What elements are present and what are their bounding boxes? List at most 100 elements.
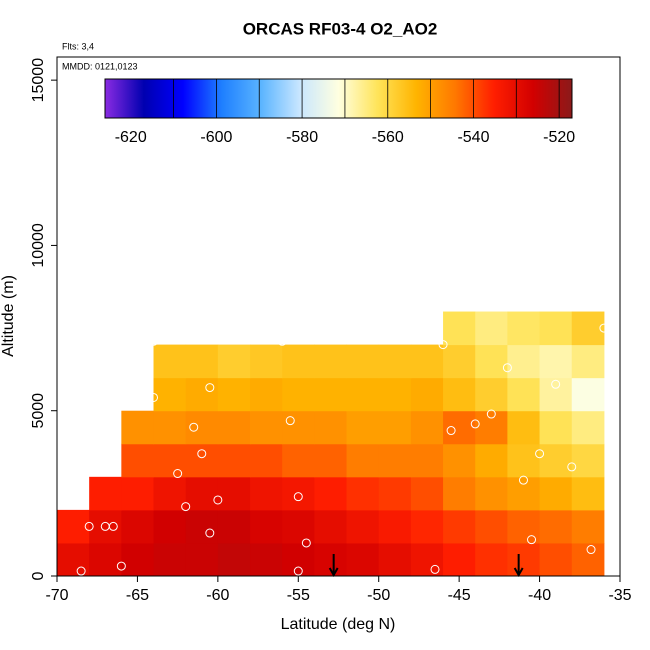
heatmap-cell	[539, 410, 573, 445]
sample-point	[116, 561, 126, 571]
heatmap-cell	[217, 377, 251, 412]
colorbar-tick-label: -600	[200, 129, 232, 146]
heatmap-cell	[314, 410, 348, 445]
heatmap-cell	[571, 476, 605, 511]
heatmap-cell	[346, 344, 380, 379]
x-axis-label: Latitude (deg N)	[281, 616, 396, 633]
heatmap-cell	[539, 542, 573, 577]
sample-point	[173, 469, 183, 479]
heatmap-cell	[250, 344, 283, 379]
heatmap-cell	[185, 443, 219, 478]
heatmap-cell	[571, 410, 605, 445]
heatmap-cell	[539, 443, 573, 478]
x-tick-label: -55	[287, 587, 310, 604]
y-tick-label: 10000	[30, 223, 47, 268]
heatmap-cell	[475, 410, 508, 445]
heatmap-cell	[217, 542, 251, 577]
heatmap-cell	[121, 410, 155, 445]
heatmap-cell	[378, 443, 412, 478]
heatmap-cell	[153, 542, 187, 577]
sample-point	[277, 336, 287, 346]
sample-point	[486, 409, 496, 419]
heatmap-cell	[443, 344, 476, 379]
heatmap-cell	[475, 311, 508, 346]
heatmap-cell	[443, 476, 476, 511]
heatmap-cell	[507, 509, 541, 544]
heatmap-cell	[475, 443, 508, 478]
heatmap-cell	[507, 377, 541, 412]
sample-point	[189, 422, 199, 432]
heatmap-cell	[217, 443, 251, 478]
heatmap-cell	[282, 542, 315, 577]
heatmap-cell	[250, 542, 283, 577]
x-tick-label: -50	[367, 587, 390, 604]
heatmap-cell	[378, 410, 412, 445]
sample-point	[446, 426, 456, 436]
heatmap-cell	[57, 542, 90, 577]
heatmap-cell	[346, 509, 380, 544]
heatmap-cell	[571, 443, 605, 478]
x-tick-label: -35	[608, 587, 631, 604]
heatmap-cell	[282, 410, 315, 445]
plot-frame	[56, 56, 621, 577]
y-tick-label: 15000	[30, 58, 47, 103]
heatmap-cell	[282, 377, 315, 412]
heatmap-cell	[89, 476, 122, 511]
heatmap-cell	[475, 377, 508, 412]
heatmap-cell	[378, 476, 412, 511]
heatmap-cell	[410, 410, 444, 445]
sample-point	[567, 462, 577, 472]
sample-point	[205, 383, 215, 393]
heatmap-cell	[153, 377, 187, 412]
heatmap-cell	[507, 410, 541, 445]
heatmap-cell	[410, 377, 444, 412]
heatmap-cell	[346, 443, 380, 478]
sample-point	[76, 566, 86, 576]
x-tick-label: -65	[126, 587, 149, 604]
heatmap-cell	[571, 542, 605, 577]
arrow-head	[513, 567, 524, 578]
heatmap-cell	[507, 542, 541, 577]
sample-point	[527, 535, 537, 545]
heatmap-cell	[217, 344, 251, 379]
heatmap-cell	[539, 377, 573, 412]
colorbar-tick-label: -620	[115, 129, 147, 146]
sample-point	[586, 545, 596, 555]
heatmap-cell	[153, 344, 187, 379]
heatmap-cell	[378, 344, 412, 379]
sample-point	[213, 495, 223, 505]
heatmap-cell	[185, 542, 219, 577]
y-tick-label: 0	[30, 571, 47, 580]
sample-point	[502, 363, 512, 373]
heatmap-cell	[282, 476, 315, 511]
heatmap-cell	[185, 377, 219, 412]
heatmap-cell	[314, 509, 348, 544]
heatmap-cell	[153, 476, 187, 511]
sample-point	[149, 392, 159, 402]
heatmap-cell	[507, 311, 541, 346]
heatmap-cell	[571, 311, 605, 346]
y-tick-label: 5000	[30, 393, 47, 429]
heatmap-cell	[475, 344, 508, 379]
heatmap-cell	[346, 476, 380, 511]
sample-point	[149, 336, 159, 346]
heatmap-cell	[57, 509, 90, 544]
arrow	[328, 554, 339, 578]
sample-point	[438, 340, 448, 350]
heatmap-cell	[346, 377, 380, 412]
heatmap-cell	[121, 509, 155, 544]
heatmap-cell	[89, 542, 122, 577]
heatmap-cell	[475, 476, 508, 511]
heatmap-cell	[571, 509, 605, 544]
heatmap-cell	[217, 509, 251, 544]
heatmap-cell	[153, 410, 187, 445]
heatmap-cell	[571, 377, 605, 412]
heatmap-cell	[282, 509, 315, 544]
sample-point	[535, 449, 545, 459]
heatmap-cell	[507, 476, 541, 511]
sample-point	[293, 566, 303, 576]
heatmap-cell	[443, 311, 476, 346]
heatmap-cell	[153, 509, 187, 544]
